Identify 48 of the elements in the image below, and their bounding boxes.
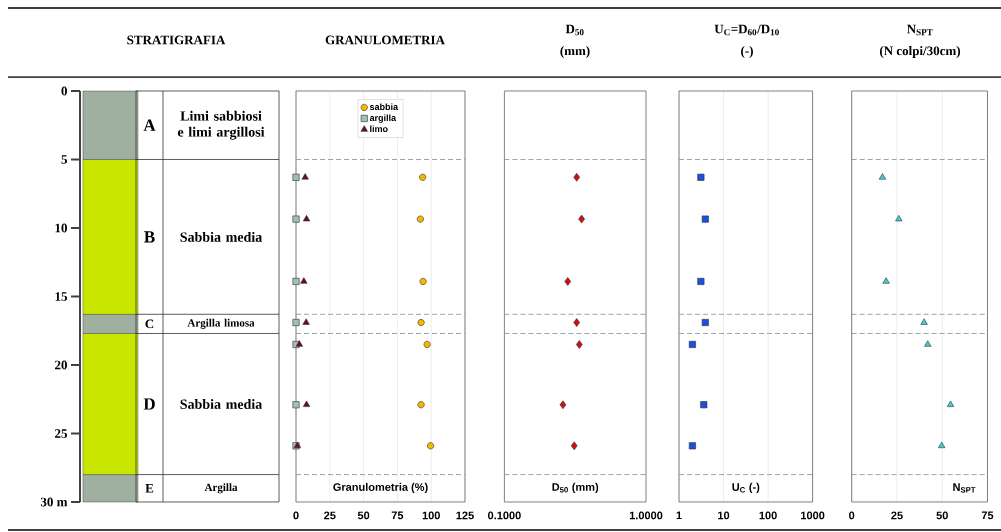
chart-subtitle: (-) (741, 46, 753, 58)
y-tick-label: 15 (55, 292, 67, 301)
chart-title: U$_{C}$=D$_{60}$/D$_{10}$ (714, 24, 779, 36)
text: Sabbia media (180, 399, 263, 409)
series-label: D (143, 398, 155, 410)
series-label: E (145, 484, 154, 493)
x-tick-label: 75 (981, 511, 994, 520)
x-tick-label: 10 (718, 511, 730, 520)
text: Sabbia media (180, 231, 263, 242)
text: Argilla (204, 483, 238, 494)
legend-label: argilla (369, 114, 397, 123)
x-axis-title: Granulometria (%) (333, 482, 428, 494)
x-tick-label: 25 (891, 511, 903, 520)
x-tick-label: 1 (676, 511, 682, 520)
x-tick-label: 50 (357, 511, 370, 520)
y-tick-label: 10 (55, 223, 67, 233)
series-label: C (145, 319, 154, 329)
x-tick-label: 0 (849, 511, 855, 520)
series-label: B (144, 231, 155, 243)
x-tick-label: 25 (324, 511, 336, 520)
text: STRATIGRAFIA (127, 35, 226, 45)
text: Argilla limosa (187, 318, 255, 329)
legend-label: sabbia (369, 103, 399, 111)
chart-title: GRANULOMETRIA (325, 35, 445, 45)
x-tick-label: 0.1000 (488, 511, 521, 520)
y-tick-label: 30 m (40, 497, 68, 507)
legend-label: limo (370, 125, 388, 133)
x-tick-label: 100 (422, 511, 440, 520)
x-tick-label: 1.0000 (629, 511, 663, 520)
x-tick-label: 1000 (801, 511, 825, 520)
x-tick-label: 75 (391, 511, 404, 520)
x-tick-label: 0 (293, 511, 299, 520)
x-axis-title: N$_{SPT}$ (953, 483, 976, 493)
x-tick-label: 50 (936, 511, 948, 520)
chart-title: N$_{SPT}$ (906, 24, 933, 36)
y-tick-label: 20 (55, 360, 67, 370)
x-axis-title: U$_{C}$ (-) (732, 482, 760, 494)
chart-subtitle: (N colpi/30cm) (879, 46, 961, 58)
x-axis-title: D$_{50}$ (mm) (552, 482, 599, 494)
x-tick-label: 125 (456, 511, 474, 520)
y-tick-label: 0 (61, 86, 67, 96)
y-tick-label: 25 (55, 429, 67, 438)
chart-title: D$_{50}$ (565, 24, 584, 36)
series-label: A (143, 119, 156, 131)
text: Limi sabbiosi e limi argillosi (177, 110, 265, 140)
y-tick-label: 5 (61, 155, 67, 164)
chart-subtitle: (mm) (560, 46, 590, 58)
x-tick-label: 100 (759, 511, 777, 520)
